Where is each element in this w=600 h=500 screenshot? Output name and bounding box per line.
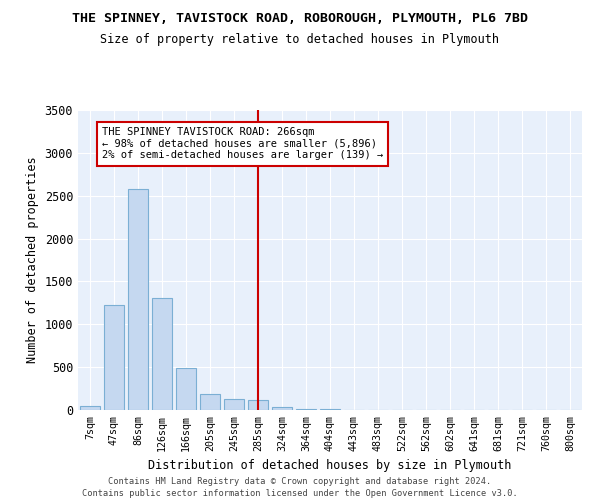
Text: Contains public sector information licensed under the Open Government Licence v3: Contains public sector information licen… bbox=[82, 489, 518, 498]
Bar bbox=[248, 400, 268, 410]
Text: Size of property relative to detached houses in Plymouth: Size of property relative to detached ho… bbox=[101, 32, 499, 46]
Y-axis label: Number of detached properties: Number of detached properties bbox=[26, 156, 39, 364]
Bar bbox=[152, 298, 172, 410]
Text: Contains HM Land Registry data © Crown copyright and database right 2024.: Contains HM Land Registry data © Crown c… bbox=[109, 478, 491, 486]
Text: THE SPINNEY TAVISTOCK ROAD: 266sqm
← 98% of detached houses are smaller (5,896)
: THE SPINNEY TAVISTOCK ROAD: 266sqm ← 98%… bbox=[102, 127, 383, 160]
Bar bbox=[104, 306, 124, 410]
Bar bbox=[128, 189, 148, 410]
Bar bbox=[224, 400, 244, 410]
Bar bbox=[200, 394, 220, 410]
Bar bbox=[320, 409, 340, 410]
Text: THE SPINNEY, TAVISTOCK ROAD, ROBOROUGH, PLYMOUTH, PL6 7BD: THE SPINNEY, TAVISTOCK ROAD, ROBOROUGH, … bbox=[72, 12, 528, 26]
Bar bbox=[80, 406, 100, 410]
X-axis label: Distribution of detached houses by size in Plymouth: Distribution of detached houses by size … bbox=[148, 459, 512, 472]
Bar bbox=[272, 406, 292, 410]
Bar bbox=[176, 368, 196, 410]
Bar bbox=[296, 408, 316, 410]
